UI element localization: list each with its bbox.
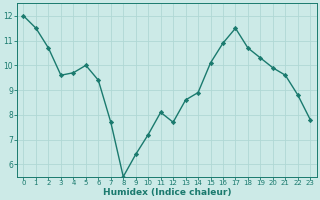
X-axis label: Humidex (Indice chaleur): Humidex (Indice chaleur) (103, 188, 231, 197)
